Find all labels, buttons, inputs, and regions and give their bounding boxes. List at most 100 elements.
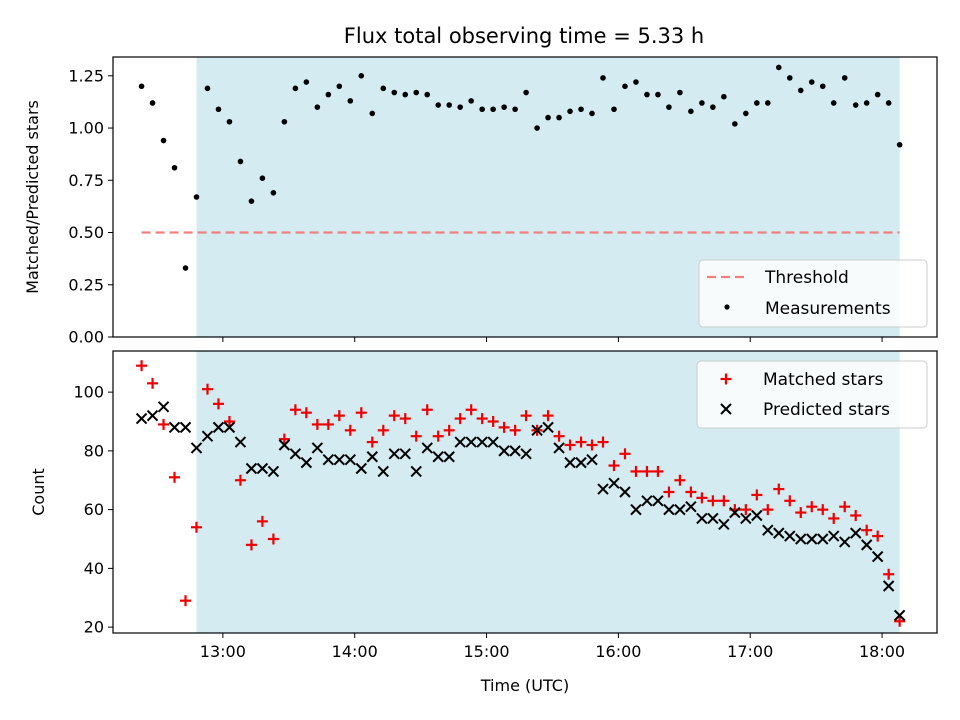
measurement-point <box>281 118 288 125</box>
measurement-point <box>325 91 332 98</box>
measurement-point <box>874 91 881 98</box>
measurement-point <box>622 83 628 90</box>
measurement-point <box>424 91 431 98</box>
measurement-point <box>336 83 343 90</box>
predicted-star-point <box>784 530 796 542</box>
matched-star-point <box>817 504 829 516</box>
predicted-star-point <box>190 442 203 454</box>
predicted-star-point <box>520 448 532 460</box>
matched-star-point <box>421 404 433 416</box>
ratio-y-axis-label: Matched/Predicted stars <box>23 100 42 294</box>
matched-star-point <box>245 539 257 551</box>
measurement-point <box>380 85 387 92</box>
matched-star-point <box>564 439 576 451</box>
predicted-star-point <box>509 445 521 457</box>
predicted-star-point <box>619 486 631 498</box>
x-axis-label: Time (UTC) <box>480 676 569 695</box>
matched-star-point <box>212 398 224 410</box>
measurement-point <box>765 100 771 106</box>
predicted-star-point <box>344 453 357 466</box>
measurement-point <box>830 100 837 106</box>
matched-star-point <box>784 495 796 507</box>
matched-star-point <box>806 501 818 513</box>
xtick-label: 16:00 <box>595 642 641 661</box>
count-ytick-label: 40 <box>84 559 104 578</box>
measurement-point <box>589 110 595 117</box>
matched-star-point <box>223 416 235 427</box>
measurement-point <box>600 75 606 81</box>
count-panel: 20 40 60 80 100 13:00 14:00 15:00 16:00 17:00 18:… <box>29 350 938 695</box>
measurement-point <box>819 83 826 90</box>
predicted-star-point <box>586 453 598 466</box>
measurement-point <box>171 164 178 171</box>
measurement-point <box>633 79 639 85</box>
measurement-point <box>644 91 650 98</box>
predicted-star-point <box>531 424 543 437</box>
matched-star-point <box>861 524 873 536</box>
matched-star-point <box>300 407 312 419</box>
matched-star-point <box>234 474 246 486</box>
matched-star-point <box>795 507 807 519</box>
predicted-star-point <box>476 436 488 448</box>
matched-star-point <box>136 360 148 372</box>
matched-star-point <box>839 501 851 513</box>
legend-measurements-swatch <box>724 304 730 310</box>
predicted-star-point <box>498 445 510 457</box>
measurement-point <box>270 190 277 196</box>
xtick-label: 15:00 <box>463 642 509 661</box>
ratio-ytick-label: 0.75 <box>68 171 104 190</box>
measurement-point <box>468 98 474 104</box>
count-ytick-label: 60 <box>84 500 104 519</box>
matched-star-point <box>180 595 192 607</box>
measurement-point <box>391 89 398 96</box>
matched-star-point <box>641 465 653 477</box>
measurement-point <box>138 83 145 90</box>
ratio-ytick-label: 0.00 <box>68 328 104 347</box>
predicted-star-point <box>751 509 763 522</box>
measurement-point <box>204 85 211 92</box>
count-legend-box <box>696 360 928 429</box>
matched-star-point <box>751 489 763 501</box>
matched-star-point <box>718 495 730 507</box>
predicted-star-point <box>146 409 159 422</box>
predicted-star-point <box>718 518 730 531</box>
matched-star-point <box>762 504 774 516</box>
measurement-point <box>578 106 584 113</box>
chart-title: Flux total observing time = 5.33 h <box>344 24 704 48</box>
predicted-star-point <box>399 448 411 460</box>
predicted-star-point <box>696 512 708 525</box>
predicted-star-point <box>564 456 576 469</box>
measurement-point <box>446 102 452 108</box>
matched-star-point <box>883 568 895 580</box>
predicted-star-point <box>674 503 686 516</box>
predicted-star-point <box>300 456 313 469</box>
measurement-point <box>160 137 167 144</box>
matched-star-point <box>476 413 488 425</box>
measurement-point <box>775 64 782 71</box>
predicted-star-point <box>553 442 565 454</box>
matched-star-point <box>828 512 840 524</box>
matched-star-point <box>278 433 290 445</box>
legend-threshold-label: Threshold <box>764 268 849 288</box>
predicted-star-point <box>311 442 324 454</box>
legend-predicted-label: Predicted stars <box>763 400 890 420</box>
legend-matched-label: Matched stars <box>763 370 883 390</box>
predicted-star-point <box>355 462 368 475</box>
xtick-label: 13:00 <box>200 642 246 661</box>
legend-matched-swatch <box>720 373 732 385</box>
predicted-star-point <box>223 421 236 434</box>
measurement-point <box>512 106 518 113</box>
ratio-panel: 0.00 0.25 0.50 0.75 1.00 1.25 Matched/Predict… <box>23 56 938 347</box>
predicted-star-point <box>377 465 389 478</box>
predicted-star-point <box>157 401 170 413</box>
matched-star-point <box>267 533 279 545</box>
predicted-star-point <box>278 439 291 451</box>
matched-star-point <box>685 486 697 498</box>
measurement-point <box>182 265 189 271</box>
predicted-star-point <box>795 533 807 545</box>
matched-star-point <box>201 383 213 395</box>
matched-star-point <box>872 530 884 542</box>
count-ytick-label: 20 <box>84 618 104 637</box>
measurement-point <box>688 108 694 115</box>
